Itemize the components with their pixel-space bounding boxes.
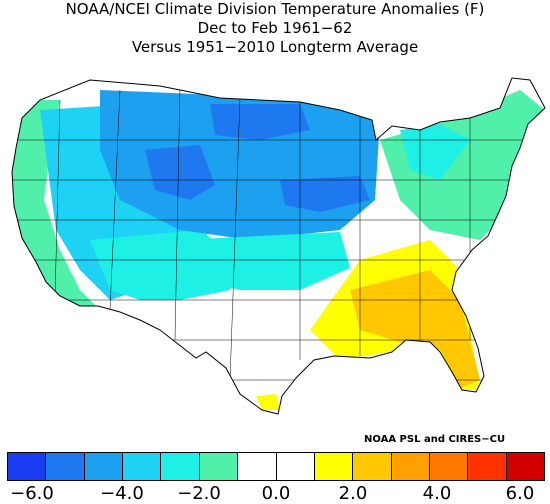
division-boundaries bbox=[12, 87, 545, 381]
legend-swatch bbox=[122, 452, 162, 481]
legend-tick-labels: −6.0 −4.0 −2.0 0.0 2.0 4.0 6.0 bbox=[0, 484, 550, 504]
legend-tick-label: 2.0 bbox=[338, 483, 368, 504]
minnesota-core bbox=[210, 104, 310, 140]
legend-tick-label: −4.0 bbox=[100, 483, 144, 504]
southern-plains-region bbox=[180, 232, 350, 290]
legend-swatch bbox=[160, 452, 200, 481]
title-line-1: NOAA/NCEI Climate Division Temperature A… bbox=[65, 0, 485, 18]
legend-swatch bbox=[45, 452, 85, 481]
anomaly-regions bbox=[12, 78, 545, 414]
great-lakes-region bbox=[400, 124, 470, 180]
legend-swatch bbox=[313, 452, 354, 481]
legend-swatch bbox=[467, 452, 507, 481]
map-title: NOAA/NCEI Climate Division Temperature A… bbox=[0, 0, 550, 57]
legend-swatch bbox=[275, 452, 315, 481]
montana-wyoming-core bbox=[145, 145, 215, 200]
iowa-illinois-core bbox=[280, 176, 370, 212]
legend-swatch bbox=[352, 452, 392, 481]
legend-tick-label: 4.0 bbox=[422, 483, 452, 504]
credit-label: NOAA PSL and CIRES−CU bbox=[364, 434, 506, 445]
legend-tick-label: −6.0 bbox=[10, 483, 54, 504]
color-legend bbox=[7, 452, 546, 481]
title-line-2: Dec to Feb 1961−62 bbox=[197, 19, 353, 37]
legend-swatch bbox=[505, 452, 546, 481]
legend-tick-label: −2.0 bbox=[177, 483, 221, 504]
title-line-3: Versus 1951−2010 Longterm Average bbox=[131, 38, 419, 56]
southeast-core-region bbox=[350, 270, 480, 388]
south-texas-region bbox=[256, 394, 280, 410]
us-anomaly-map bbox=[11, 77, 546, 415]
legend-swatch bbox=[428, 452, 469, 481]
legend-swatch bbox=[198, 452, 239, 481]
legend-swatch bbox=[390, 452, 430, 481]
us-outline bbox=[11, 77, 546, 415]
legend-tick-label: 6.0 bbox=[505, 483, 535, 504]
legend-swatch bbox=[83, 452, 124, 481]
legend-swatch bbox=[237, 452, 277, 481]
legend-tick-label: 0.0 bbox=[261, 483, 291, 504]
legend-swatch bbox=[7, 452, 47, 481]
